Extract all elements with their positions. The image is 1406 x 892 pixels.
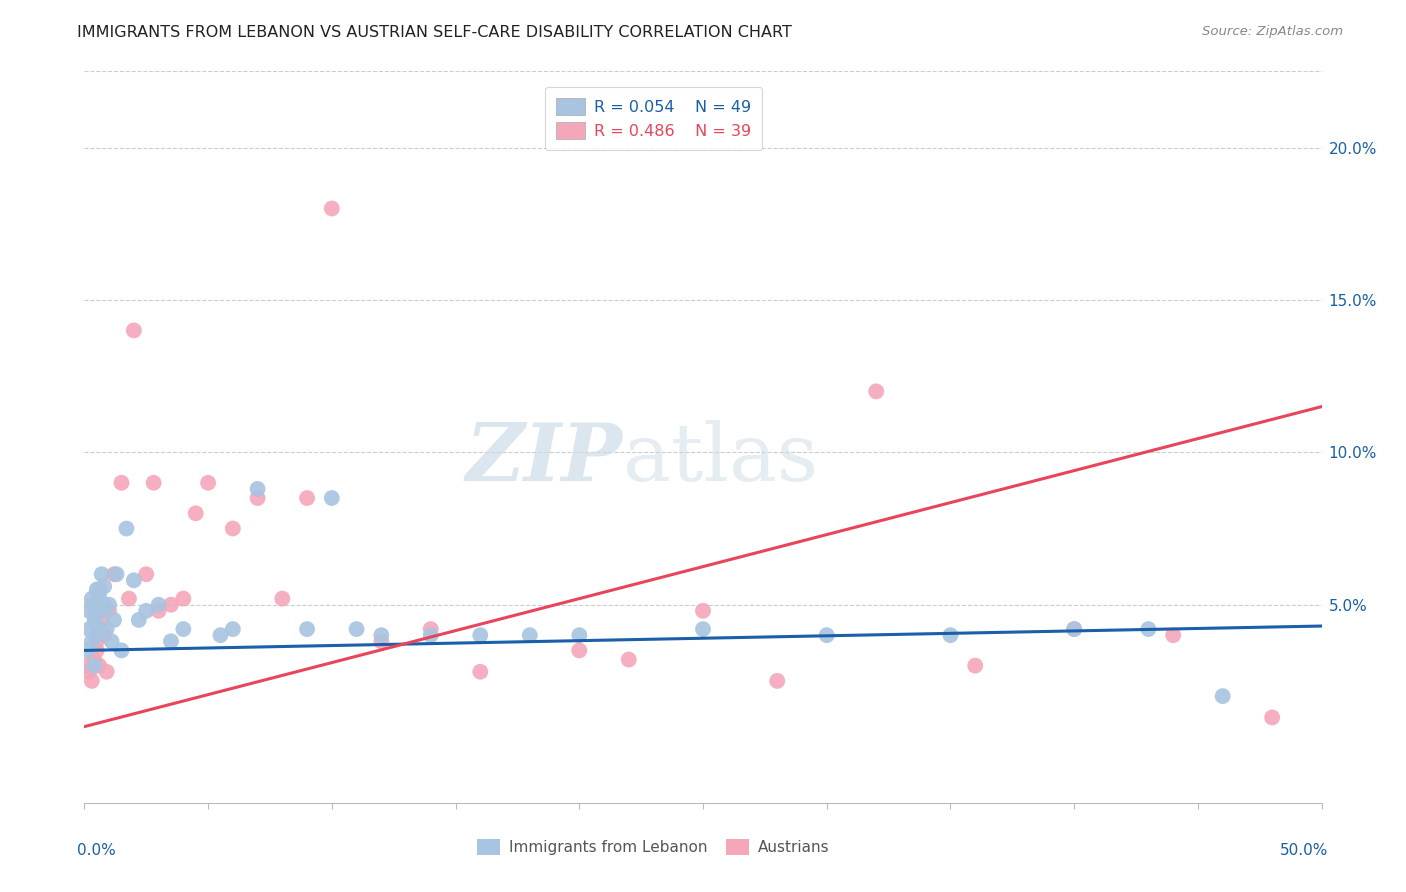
Point <box>172 622 194 636</box>
Point <box>172 591 194 606</box>
Point <box>86 643 108 657</box>
Text: ZIP: ZIP <box>465 420 623 498</box>
Point <box>76 658 98 673</box>
Point <box>815 628 838 642</box>
Point <box>93 628 115 642</box>
Point <box>90 567 112 582</box>
Point <box>246 482 269 496</box>
Point <box>98 598 121 612</box>
Point <box>568 628 591 642</box>
Point <box>122 323 145 337</box>
Point <box>98 604 121 618</box>
Point <box>184 506 207 520</box>
Point <box>939 628 962 642</box>
Text: atlas: atlas <box>623 420 818 498</box>
Point <box>766 673 789 688</box>
Point <box>80 673 103 688</box>
Point <box>110 643 132 657</box>
Point <box>80 634 103 648</box>
Point <box>122 574 145 588</box>
Point <box>295 491 318 505</box>
Text: 0.0%: 0.0% <box>77 843 117 858</box>
Point <box>93 598 115 612</box>
Point <box>96 622 118 636</box>
Y-axis label: Self-Care Disability: Self-Care Disability <box>0 368 7 507</box>
Point <box>692 604 714 618</box>
Point <box>271 591 294 606</box>
Point <box>470 628 492 642</box>
Point <box>83 615 105 630</box>
Point <box>135 567 157 582</box>
Point <box>865 384 887 399</box>
Point <box>1063 622 1085 636</box>
Point <box>160 598 183 612</box>
Point <box>86 628 108 642</box>
Point <box>370 634 392 648</box>
Point <box>86 598 108 612</box>
Point <box>89 589 111 603</box>
Point <box>115 521 138 535</box>
Point <box>617 652 640 666</box>
Point <box>83 652 105 666</box>
Point <box>80 591 103 606</box>
Point <box>105 567 128 582</box>
Point <box>80 598 103 612</box>
Text: IMMIGRANTS FROM LEBANON VS AUSTRIAN SELF-CARE DISABILITY CORRELATION CHART: IMMIGRANTS FROM LEBANON VS AUSTRIAN SELF… <box>77 25 792 40</box>
Point <box>1161 628 1184 642</box>
Text: 50.0%: 50.0% <box>1281 843 1329 858</box>
Point <box>965 658 987 673</box>
Point <box>76 643 98 657</box>
Point <box>1063 622 1085 636</box>
Point <box>370 628 392 642</box>
Point <box>90 604 112 618</box>
Point <box>89 622 111 636</box>
Point <box>1212 689 1234 703</box>
Point <box>1261 710 1284 724</box>
Point <box>83 610 105 624</box>
Point <box>103 613 125 627</box>
Point <box>470 665 492 679</box>
Point <box>568 643 591 657</box>
Point <box>346 622 368 636</box>
Point <box>128 613 150 627</box>
Point <box>419 622 441 636</box>
Point <box>79 665 101 679</box>
Point <box>321 491 343 505</box>
Point <box>142 475 165 490</box>
Point <box>222 622 245 636</box>
Text: Source: ZipAtlas.com: Source: ZipAtlas.com <box>1202 25 1343 38</box>
Point <box>79 622 101 636</box>
Point <box>118 591 141 606</box>
Point <box>89 582 111 597</box>
Point <box>93 579 115 593</box>
Point <box>197 475 219 490</box>
Point <box>86 582 108 597</box>
Point <box>79 604 101 618</box>
Point <box>83 658 105 673</box>
Point <box>295 622 318 636</box>
Point <box>148 598 170 612</box>
Point <box>100 634 122 648</box>
Point <box>135 604 157 618</box>
Point <box>103 567 125 582</box>
Point <box>148 604 170 618</box>
Point <box>692 622 714 636</box>
Point <box>90 613 112 627</box>
Point <box>86 634 108 648</box>
Point <box>419 628 441 642</box>
Point <box>209 628 232 642</box>
Point <box>246 491 269 505</box>
Point <box>222 521 245 535</box>
Point <box>160 634 183 648</box>
Point <box>110 475 132 490</box>
Point <box>321 202 343 216</box>
Point <box>96 665 118 679</box>
Point <box>89 658 111 673</box>
Legend: Immigrants from Lebanon, Austrians: Immigrants from Lebanon, Austrians <box>471 833 837 861</box>
Point <box>519 628 541 642</box>
Point <box>1137 622 1160 636</box>
